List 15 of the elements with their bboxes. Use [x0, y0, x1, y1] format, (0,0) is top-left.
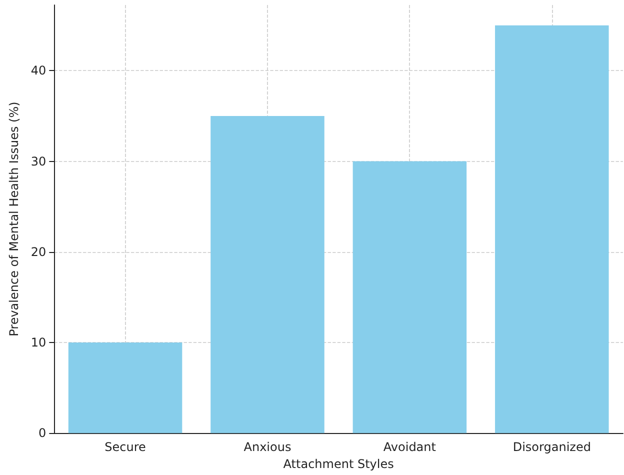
bar [210, 116, 324, 434]
y-axis-title: Prevalence of Mental Health Issues (%) [7, 102, 21, 336]
x-axis-title: Attachment Styles [283, 457, 394, 471]
bar [352, 161, 467, 434]
x-tick-label: Disorganized [512, 440, 591, 454]
x-tick-label: Secure [104, 440, 146, 454]
y-tick-label: 30 [30, 154, 46, 168]
bar [68, 342, 182, 434]
y-tick-label: 20 [30, 244, 46, 259]
y-tick-label: 40 [30, 64, 46, 78]
bar [495, 25, 609, 434]
y-tick-label: 10 [30, 335, 46, 350]
y-tick-label: 0 [38, 426, 46, 440]
x-tick-label: Anxious [244, 440, 292, 454]
x-tick-label: Avoidant [383, 440, 436, 454]
